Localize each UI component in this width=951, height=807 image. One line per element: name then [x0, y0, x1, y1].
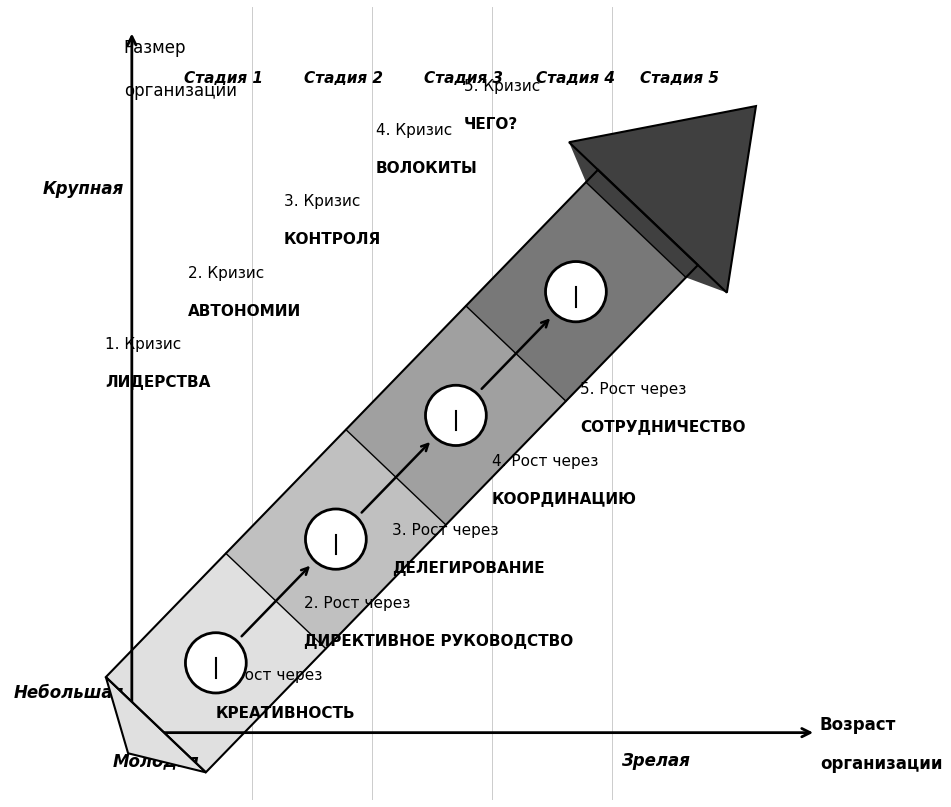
- Text: ДЕЛЕГИРОВАНИЕ: ДЕЛЕГИРОВАНИЕ: [392, 562, 545, 576]
- Text: 5. Рост через: 5. Рост через: [580, 383, 687, 397]
- Text: организации: организации: [820, 755, 942, 773]
- Text: ЧЕГО?: ЧЕГО?: [464, 117, 518, 132]
- Text: Стадия 5: Стадия 5: [640, 71, 720, 86]
- Circle shape: [546, 261, 607, 322]
- Text: Размер: Размер: [124, 39, 186, 56]
- Polygon shape: [466, 182, 686, 401]
- Text: ДИРЕКТИВНОЕ РУКОВОДСТВО: ДИРЕКТИВНОЕ РУКОВОДСТВО: [304, 634, 573, 650]
- Polygon shape: [346, 306, 566, 525]
- Text: Стадия 4: Стадия 4: [536, 71, 615, 86]
- Text: СОТРУДНИЧЕСТВО: СОТРУДНИЧЕСТВО: [580, 420, 746, 435]
- Text: 1. Рост через: 1. Рост через: [216, 667, 322, 683]
- Text: ВОЛОКИТЫ: ВОЛОКИТЫ: [376, 161, 477, 176]
- Text: организации: организации: [124, 82, 237, 100]
- Circle shape: [425, 385, 486, 445]
- Polygon shape: [106, 554, 326, 772]
- Text: Стадия 1: Стадия 1: [184, 71, 263, 86]
- Text: 2. Кризис: 2. Кризис: [188, 266, 264, 281]
- Text: Стадия 2: Стадия 2: [304, 71, 383, 86]
- Text: 4. Кризис: 4. Кризис: [376, 123, 452, 138]
- Circle shape: [185, 633, 246, 693]
- Text: 4. Рост через: 4. Рост через: [492, 454, 598, 469]
- Text: ЛИДЕРСТВА: ЛИДЕРСТВА: [106, 375, 211, 390]
- Circle shape: [305, 509, 366, 569]
- Text: 2. Рост через: 2. Рост через: [304, 596, 410, 611]
- Polygon shape: [226, 429, 446, 649]
- Text: Возраст: Возраст: [820, 716, 897, 734]
- Text: 3. Кризис: 3. Кризис: [283, 194, 360, 209]
- Polygon shape: [569, 106, 756, 293]
- Text: 5. Кризис: 5. Кризис: [464, 79, 540, 94]
- Text: 1. Кризис: 1. Кризис: [106, 337, 182, 352]
- Text: КРЕАТИВНОСТЬ: КРЕАТИВНОСТЬ: [216, 706, 356, 721]
- Text: 3. Рост через: 3. Рост через: [392, 523, 498, 538]
- Text: Молодая: Молодая: [112, 752, 199, 771]
- Polygon shape: [106, 677, 205, 772]
- Text: Крупная: Крупная: [43, 180, 124, 199]
- Text: АВТОНОМИИ: АВТОНОМИИ: [188, 303, 301, 319]
- Text: КООРДИНАЦИЮ: КООРДИНАЦИЮ: [492, 491, 637, 507]
- Text: Небольшая: Небольшая: [13, 684, 124, 702]
- Text: Зрелая: Зрелая: [622, 752, 690, 771]
- Text: КОНТРОЛЯ: КОНТРОЛЯ: [283, 232, 381, 247]
- Text: Стадия 3: Стадия 3: [424, 71, 503, 86]
